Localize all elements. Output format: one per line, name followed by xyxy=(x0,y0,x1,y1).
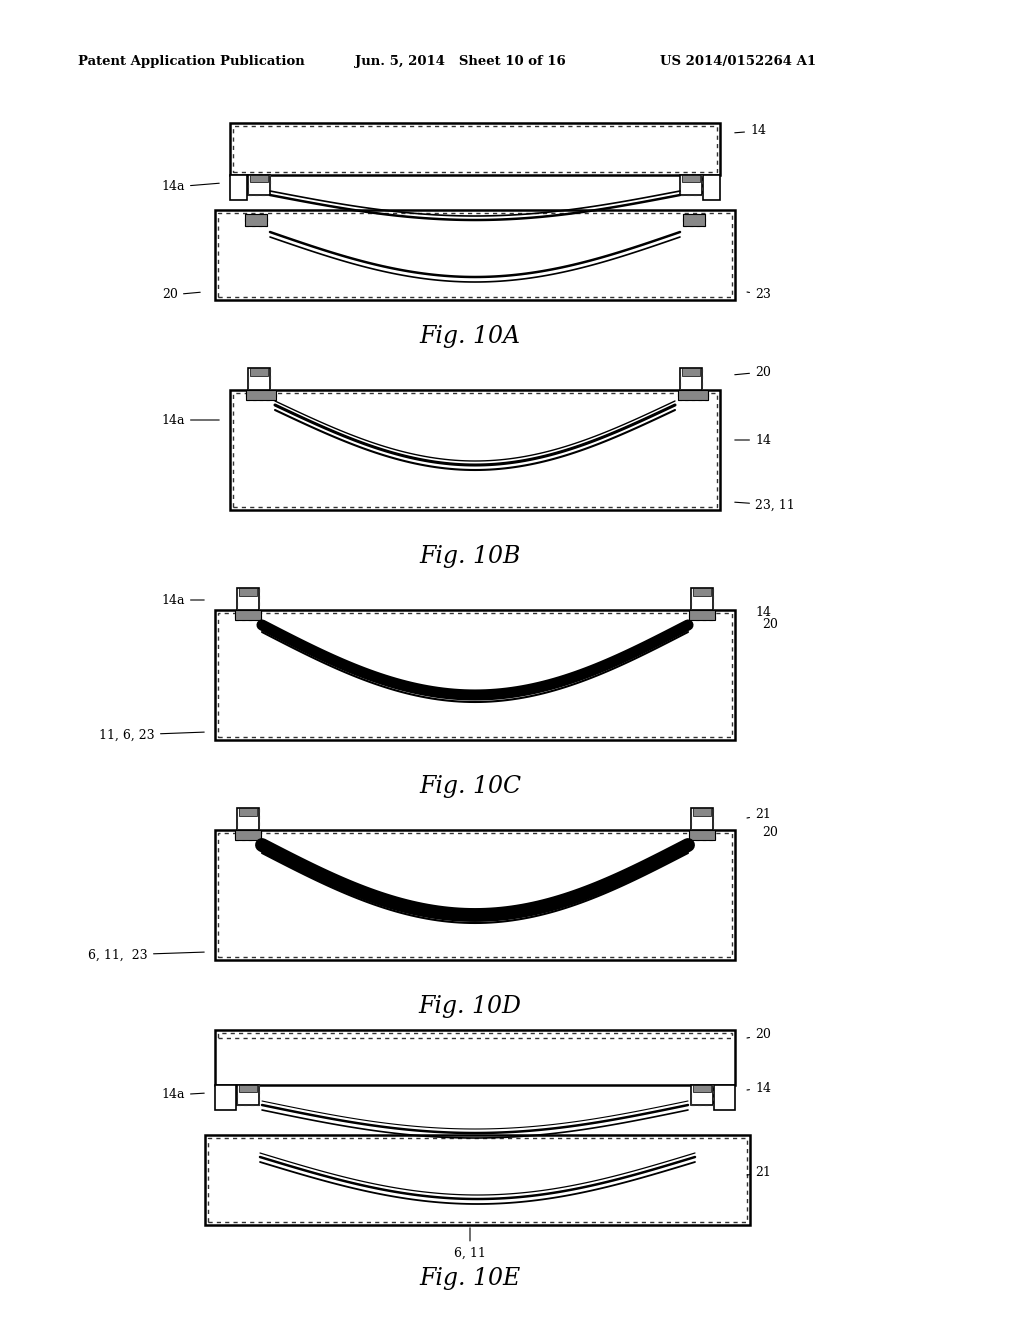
Bar xyxy=(691,808,713,830)
Text: 6, 11: 6, 11 xyxy=(454,1228,486,1259)
Bar xyxy=(683,214,705,226)
Bar xyxy=(683,214,705,226)
Text: 14a: 14a xyxy=(162,413,219,426)
Bar xyxy=(237,808,259,830)
Bar xyxy=(218,833,732,957)
Text: US 2014/0152264 A1: US 2014/0152264 A1 xyxy=(660,55,816,69)
Text: 14: 14 xyxy=(746,1081,771,1094)
Bar xyxy=(691,587,713,610)
Bar xyxy=(239,808,257,816)
Bar xyxy=(237,1085,259,1105)
Bar xyxy=(245,214,267,226)
Bar xyxy=(245,214,267,226)
Bar xyxy=(248,368,270,389)
Bar xyxy=(682,176,700,182)
Text: 6, 11,  23: 6, 11, 23 xyxy=(88,949,204,961)
Bar xyxy=(239,1085,257,1092)
Text: 20: 20 xyxy=(162,289,201,301)
Bar xyxy=(234,830,261,840)
Bar xyxy=(680,176,702,195)
Bar xyxy=(680,368,702,389)
Bar xyxy=(703,176,720,201)
Text: 20: 20 xyxy=(746,1028,771,1041)
Bar xyxy=(239,587,257,597)
Bar xyxy=(234,610,261,620)
Bar xyxy=(691,587,713,610)
Bar xyxy=(208,1138,746,1222)
Bar xyxy=(714,1085,735,1110)
Text: 14a: 14a xyxy=(162,181,219,194)
Text: 11, 6, 23: 11, 6, 23 xyxy=(99,729,204,742)
Text: 21: 21 xyxy=(746,808,771,821)
Text: 23: 23 xyxy=(746,289,771,301)
Bar xyxy=(248,176,270,195)
Text: Fig. 10B: Fig. 10B xyxy=(419,545,520,568)
Bar xyxy=(234,830,261,840)
Bar xyxy=(215,1030,735,1085)
Bar xyxy=(230,389,720,510)
Bar xyxy=(218,612,732,737)
Bar xyxy=(215,830,735,960)
Bar xyxy=(693,808,711,816)
Text: 14: 14 xyxy=(735,433,771,446)
Bar xyxy=(248,176,270,195)
Bar xyxy=(246,389,276,400)
Bar xyxy=(237,587,259,610)
Bar xyxy=(230,176,247,201)
Bar xyxy=(691,1085,713,1105)
Bar xyxy=(233,125,717,172)
Text: 14: 14 xyxy=(755,606,771,619)
Bar xyxy=(691,808,713,830)
Text: 20: 20 xyxy=(762,826,778,840)
Bar xyxy=(250,176,268,182)
Bar xyxy=(205,1135,750,1225)
Bar xyxy=(680,368,702,389)
Bar xyxy=(678,389,708,400)
Bar xyxy=(215,1085,236,1110)
Text: 14: 14 xyxy=(735,124,766,137)
Text: Jun. 5, 2014   Sheet 10 of 16: Jun. 5, 2014 Sheet 10 of 16 xyxy=(355,55,565,69)
Text: 20: 20 xyxy=(735,366,771,379)
Text: 23, 11: 23, 11 xyxy=(735,499,795,511)
Text: Fig. 10C: Fig. 10C xyxy=(419,775,521,799)
Text: 14a: 14a xyxy=(162,594,204,606)
Text: Fig. 10D: Fig. 10D xyxy=(419,995,521,1018)
Text: Fig. 10E: Fig. 10E xyxy=(420,1267,520,1290)
Bar xyxy=(215,610,735,741)
Bar xyxy=(682,368,700,376)
Bar xyxy=(234,610,261,620)
Bar xyxy=(215,210,735,300)
Text: Patent Application Publication: Patent Application Publication xyxy=(78,55,305,69)
Bar xyxy=(691,1085,713,1105)
Bar xyxy=(237,587,259,610)
Bar xyxy=(218,1034,732,1038)
Bar xyxy=(678,389,708,400)
Bar xyxy=(693,587,711,597)
Bar xyxy=(689,610,715,620)
Bar xyxy=(689,610,715,620)
Bar xyxy=(680,176,702,195)
Bar xyxy=(233,393,717,507)
Bar xyxy=(218,213,732,297)
Bar xyxy=(250,368,268,376)
Text: 14a: 14a xyxy=(162,1089,204,1101)
Bar xyxy=(237,1085,259,1105)
Text: 21: 21 xyxy=(746,1167,771,1180)
Bar xyxy=(248,368,270,389)
Bar xyxy=(230,123,720,176)
Bar xyxy=(689,830,715,840)
Text: Fig. 10A: Fig. 10A xyxy=(420,325,520,348)
Bar xyxy=(237,808,259,830)
Bar xyxy=(689,830,715,840)
Bar xyxy=(693,1085,711,1092)
Text: 20: 20 xyxy=(762,619,778,631)
Bar xyxy=(246,389,276,400)
